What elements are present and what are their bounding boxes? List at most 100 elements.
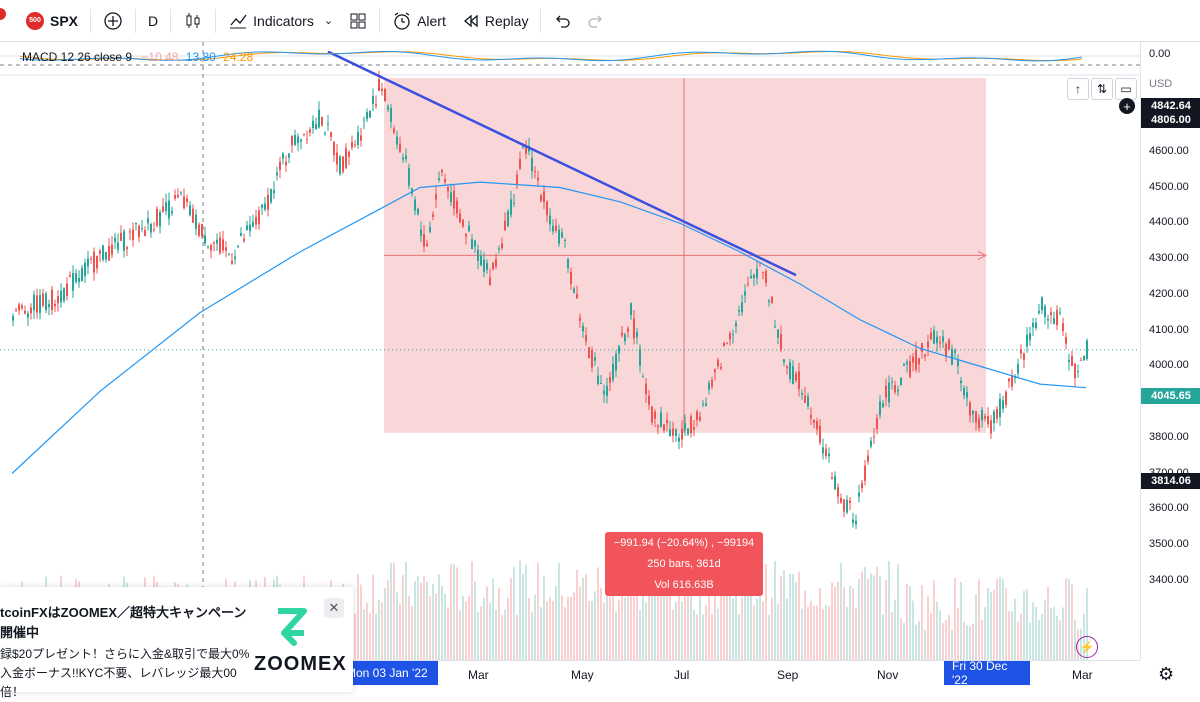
close-icon[interactable]: ✕: [324, 598, 344, 618]
candle-body: [186, 198, 188, 203]
volume-bar: [606, 576, 608, 660]
macd-legend[interactable]: MACD 12 26 close 9 −10.48 13.80 24.28: [22, 50, 253, 64]
candle-body: [228, 253, 230, 255]
volume-bar: [402, 575, 404, 660]
candle-body: [261, 204, 263, 208]
move-pane-up-button[interactable]: ↑: [1067, 78, 1089, 100]
collapse-pane-button[interactable]: ⇅: [1091, 78, 1113, 100]
volume-bar: [483, 598, 485, 660]
candle-body: [72, 273, 74, 291]
candle-body: [468, 225, 470, 232]
candle-body: [666, 419, 668, 424]
candle-body: [801, 392, 803, 395]
compare-add-button[interactable]: [95, 0, 131, 41]
volume-bar: [783, 570, 785, 660]
candle-body: [663, 424, 665, 431]
volume-bar: [510, 578, 512, 660]
candle-body: [777, 329, 779, 338]
volume-bar: [984, 607, 986, 660]
volume-bar: [918, 621, 920, 660]
volume-bar: [996, 578, 998, 660]
chart-pane[interactable]: MACD 12 26 close 9 −10.48 13.80 24.28 ↑ …: [0, 42, 1140, 660]
candle-body: [951, 348, 953, 365]
candle-body: [534, 170, 536, 172]
volume-bar: [549, 597, 551, 660]
candle-body: [813, 419, 815, 423]
lightning-icon[interactable]: ⚡: [1076, 636, 1098, 658]
volume-bar: [645, 602, 647, 660]
volume-bar: [768, 614, 770, 660]
alert-button[interactable]: Alert: [384, 0, 454, 41]
replay-button[interactable]: Replay: [454, 0, 537, 41]
volume-bar: [684, 562, 686, 660]
alert-label: Alert: [417, 12, 446, 29]
volume-bar: [828, 606, 830, 660]
settings-gear-icon[interactable]: ⚙: [1158, 664, 1175, 684]
volume-bar: [741, 597, 743, 660]
price-tick: 3500.00: [1149, 538, 1189, 550]
candle-body: [231, 260, 233, 264]
interval-button[interactable]: D: [148, 12, 159, 29]
candle-body: [330, 132, 332, 137]
chart-type-button[interactable]: [175, 0, 211, 41]
range-arrow-head: [977, 250, 988, 260]
candle-body: [1023, 353, 1025, 360]
layouts-button[interactable]: [341, 0, 375, 41]
candle-body: [864, 465, 866, 481]
candle-body: [369, 110, 371, 118]
range-end-date: Fri 30 Dec '22: [944, 659, 1030, 687]
candle-body: [867, 455, 869, 462]
candle-body: [963, 388, 965, 396]
candle-body: [402, 157, 404, 160]
ad-popup[interactable]: tcoinFXはZOOMEX／超特大キャンペーン開催中 録$20プレゼント！さら…: [0, 587, 353, 699]
indicators-icon: [230, 14, 247, 28]
candle-body: [999, 398, 1001, 418]
volume-bar: [867, 578, 869, 660]
candle-body: [345, 148, 347, 168]
indicators-button[interactable]: Indicators ⌄: [220, 0, 341, 41]
volume-bar: [450, 564, 452, 660]
candle-body: [165, 202, 167, 212]
volume-bar: [570, 596, 572, 660]
alarm-clock-icon: [394, 11, 410, 30]
volume-bar: [426, 581, 428, 660]
crosshair-plus-icon[interactable]: +: [1119, 98, 1135, 114]
candle-body: [159, 211, 161, 227]
candle-body: [600, 382, 602, 384]
volume-bar: [453, 564, 455, 660]
candle-body: [741, 302, 743, 313]
volume-bar: [438, 574, 440, 660]
volume-bar: [825, 605, 827, 660]
candle-body: [240, 233, 242, 237]
time-label: Mar: [1072, 668, 1093, 682]
volume-bar: [840, 562, 842, 660]
candle-body: [450, 192, 452, 203]
volume-bar: [888, 560, 890, 660]
volume-bar: [516, 614, 518, 660]
candle-body: [141, 228, 143, 230]
candle-body: [78, 277, 80, 283]
volume-bar: [708, 560, 710, 660]
candle-body: [651, 406, 653, 423]
measure-volume: Vol 616.63B: [654, 579, 714, 591]
price-chart-svg[interactable]: [0, 42, 1140, 660]
candle-body: [486, 263, 488, 270]
candle-body: [84, 262, 86, 276]
volume-bar: [687, 575, 689, 660]
symbol-search-button[interactable]: 500 SPX: [18, 0, 86, 41]
candle-body: [849, 500, 851, 503]
price-tick: 3800.00: [1149, 430, 1189, 443]
undo-button[interactable]: [545, 0, 579, 41]
candle-body: [678, 437, 680, 442]
candle-body: [333, 141, 335, 156]
macd-name: MACD 12 26 close 9: [22, 50, 133, 64]
currency-label[interactable]: USD: [1149, 78, 1173, 90]
candle-body: [171, 211, 173, 214]
volume-bar: [744, 573, 746, 660]
price-axis[interactable]: 0.00 USD 4700.004600.004500.004400.00430…: [1119, 42, 1200, 660]
maximize-pane-button[interactable]: ▭: [1115, 78, 1137, 100]
redo-button[interactable]: [579, 0, 613, 41]
volume-bar: [423, 576, 425, 660]
candle-body: [549, 215, 551, 225]
measure-tooltip: −991.94 (−20.64%) , −99194 250 bars, 361…: [605, 532, 763, 596]
